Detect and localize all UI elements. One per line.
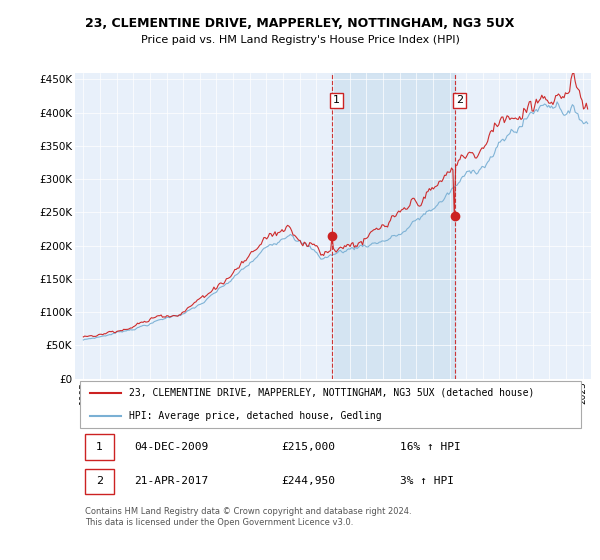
Text: 2: 2 xyxy=(95,477,103,487)
Text: Contains HM Land Registry data © Crown copyright and database right 2024.
This d: Contains HM Land Registry data © Crown c… xyxy=(85,507,412,527)
FancyBboxPatch shape xyxy=(80,381,581,428)
Text: 2: 2 xyxy=(456,95,463,105)
Bar xyxy=(332,73,455,379)
Text: 16% ↑ HPI: 16% ↑ HPI xyxy=(400,442,461,452)
Text: 21-APR-2017: 21-APR-2017 xyxy=(134,477,209,487)
Bar xyxy=(85,434,114,460)
Bar xyxy=(85,469,114,494)
Text: HPI: Average price, detached house, Gedling: HPI: Average price, detached house, Gedl… xyxy=(129,412,382,421)
Text: 04-DEC-2009: 04-DEC-2009 xyxy=(134,442,209,452)
Text: 1: 1 xyxy=(96,442,103,452)
Text: £244,950: £244,950 xyxy=(281,477,335,487)
Text: Price paid vs. HM Land Registry's House Price Index (HPI): Price paid vs. HM Land Registry's House … xyxy=(140,35,460,45)
Text: 23, CLEMENTINE DRIVE, MAPPERLEY, NOTTINGHAM, NG3 5UX: 23, CLEMENTINE DRIVE, MAPPERLEY, NOTTING… xyxy=(85,17,515,30)
Text: 3% ↑ HPI: 3% ↑ HPI xyxy=(400,477,454,487)
Text: 1: 1 xyxy=(333,95,340,105)
Text: 23, CLEMENTINE DRIVE, MAPPERLEY, NOTTINGHAM, NG3 5UX (detached house): 23, CLEMENTINE DRIVE, MAPPERLEY, NOTTING… xyxy=(129,388,535,398)
Text: £215,000: £215,000 xyxy=(281,442,335,452)
